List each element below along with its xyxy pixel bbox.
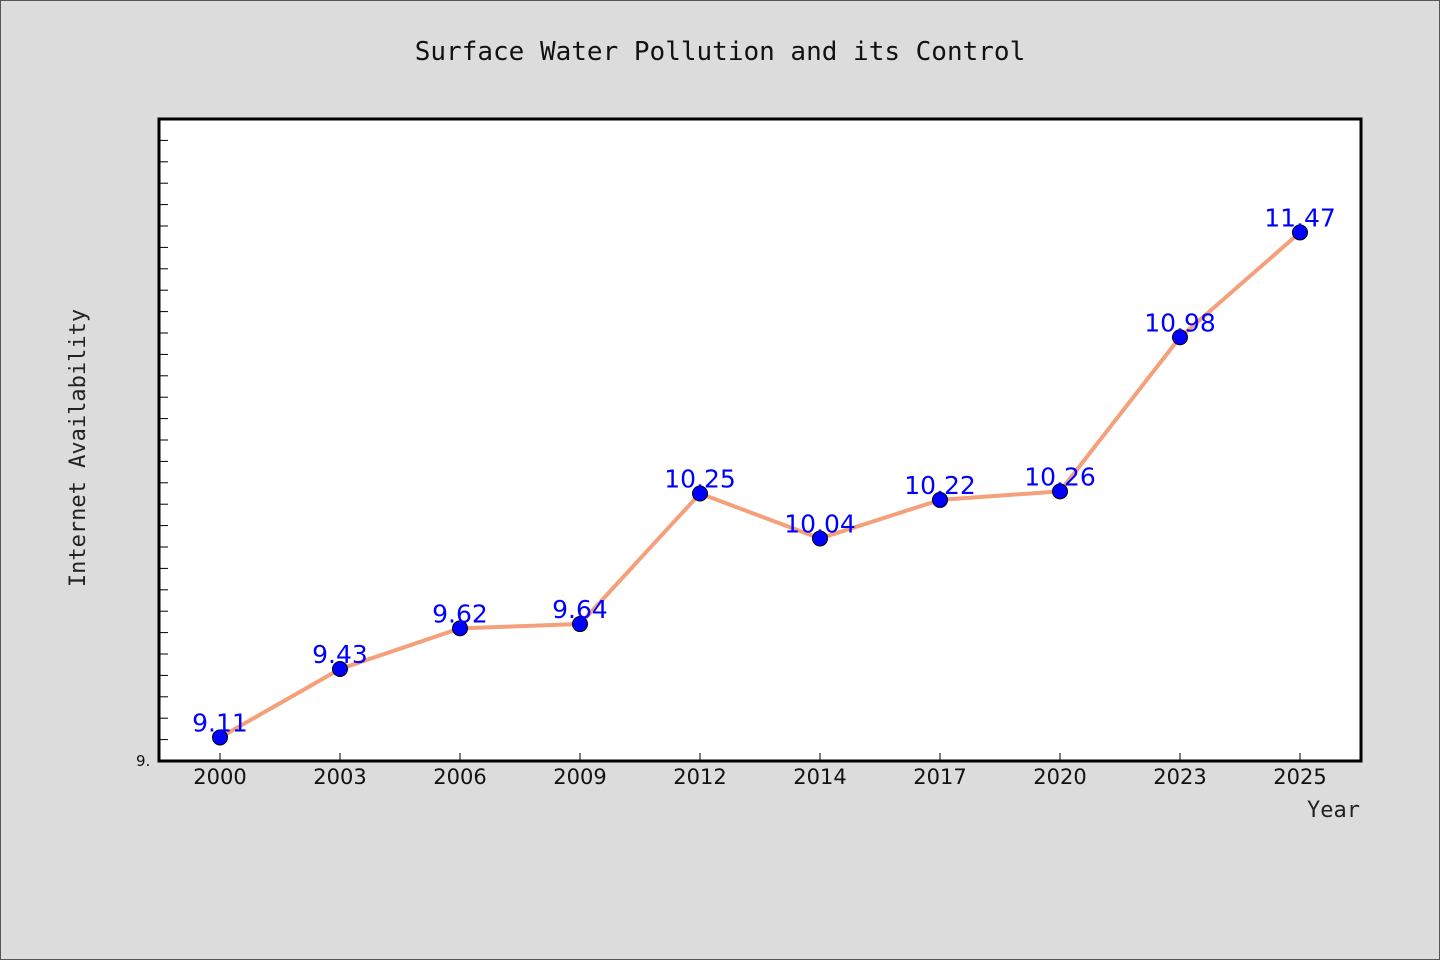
y-axis-label: Internet Availability <box>66 309 91 587</box>
data-label: 11.47 <box>1264 203 1336 232</box>
x-tick-label: 2020 <box>1033 765 1086 789</box>
plot-area <box>157 117 1363 763</box>
x-tick-label: 2009 <box>553 765 606 789</box>
data-point <box>932 491 948 508</box>
x-tick-label: 2003 <box>313 765 366 789</box>
data-label: 10.22 <box>904 471 976 500</box>
data-label: 10.26 <box>1024 462 1096 491</box>
x-tick-label: 2006 <box>433 765 486 789</box>
data-point <box>812 530 828 547</box>
series-line <box>219 230 1302 740</box>
chart-title: Surface Water Pollution and its Control <box>415 37 1025 67</box>
data-point <box>212 729 228 746</box>
data-point <box>692 485 708 502</box>
x-tick-label: 2014 <box>793 765 846 789</box>
x-tick-label: 2025 <box>1273 765 1326 789</box>
data-label: 10.04 <box>784 509 856 538</box>
y-tick-label: 9. <box>136 752 150 770</box>
data-point <box>1052 483 1068 500</box>
x-axis-ticks: 2000 2003 2006 2009 2012 2014 2017 2020 2023 2025 <box>193 753 1327 789</box>
data-point <box>1292 224 1308 241</box>
x-tick-label: 2023 <box>1153 765 1206 789</box>
x-tick-label: 2012 <box>673 765 726 789</box>
data-label: 10.98 <box>1144 308 1216 337</box>
data-label: 9.43 <box>312 640 368 669</box>
data-label: 9.11 <box>192 708 248 737</box>
x-axis-label: Year <box>1307 798 1360 823</box>
data-label: 9.64 <box>552 595 608 624</box>
data-point <box>452 620 468 637</box>
x-tick-label: 2000 <box>193 765 246 789</box>
x-tick-label: 2017 <box>913 765 966 789</box>
data-label: 10.25 <box>664 465 736 494</box>
data-label: 9.62 <box>432 599 488 628</box>
data-point <box>572 616 588 633</box>
series-group: 9.11 9.43 9.62 9.64 10.25 10.04 10.22 10.26 10.9… <box>192 203 1336 746</box>
data-point <box>332 660 348 677</box>
data-point <box>1172 329 1188 346</box>
y-axis-ticks <box>158 139 168 741</box>
